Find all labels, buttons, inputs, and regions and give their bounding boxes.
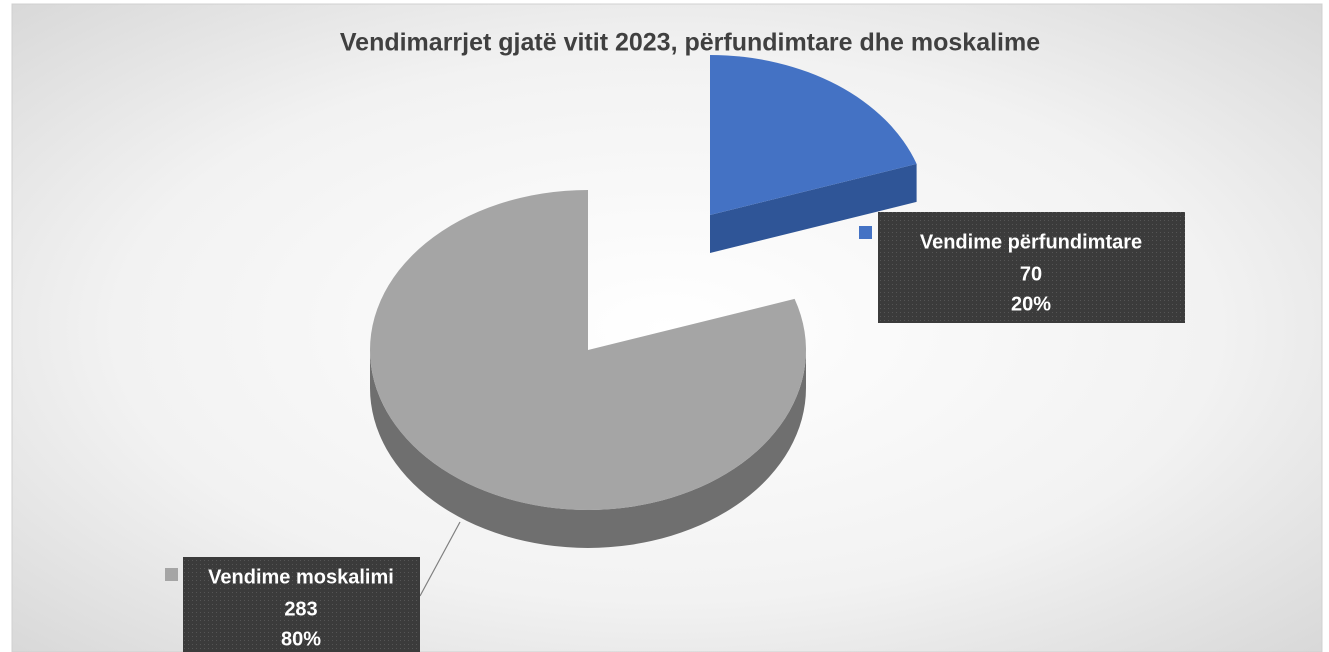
pie-slice (710, 55, 917, 215)
data-label: 283 (284, 598, 317, 620)
pie (369, 55, 917, 548)
data-label: Vendime përfundimtare (920, 231, 1142, 253)
data-label: Vendime moskalimi (208, 566, 394, 588)
leader-line (419, 521, 461, 597)
data-labels: Vendime përfundimtare 70 20% Vendime moskal… (165, 212, 1185, 652)
legend-key (165, 568, 178, 581)
legend-key (859, 226, 872, 239)
label-box (183, 557, 420, 652)
label-box (878, 212, 1185, 323)
pie-slice (369, 190, 806, 510)
data-label: 20% (1011, 293, 1051, 315)
data-label: 80% (281, 628, 321, 650)
chart-title: Vendimarrjet gjatë vitit 2023, përfundim… (340, 29, 1040, 57)
data-label: 70 (1020, 263, 1042, 285)
slice-side (370, 350, 806, 548)
slice-wall (710, 163, 917, 253)
plot-bg (11, 3, 1323, 652)
